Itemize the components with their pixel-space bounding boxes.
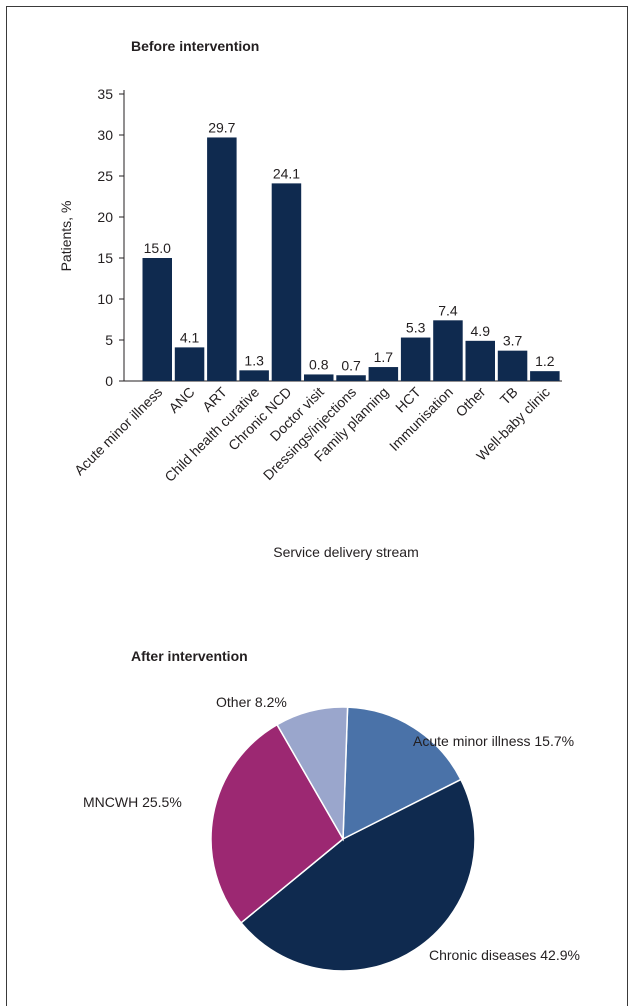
pie-slice-label: Acute minor illness 15.7% (413, 733, 574, 749)
bar (174, 347, 205, 381)
pie-slice-label: Chronic diseases 42.9% (429, 947, 580, 963)
bar (433, 320, 463, 381)
pie-slice-label: Other 8.2% (216, 694, 287, 710)
pie-slice (276, 706, 349, 842)
bar (336, 375, 366, 381)
bar (239, 370, 269, 381)
x-tick-label: Other (452, 384, 488, 420)
bar (271, 183, 302, 381)
pie-slice (240, 778, 476, 972)
bar (304, 374, 334, 381)
pie-labels: Acute minor illness 15.7% Chronic disease… (83, 694, 580, 963)
pie-slice (342, 706, 462, 841)
bar-chart-title: Before intervention (131, 38, 259, 54)
bar-value-label: 29.7 (208, 119, 235, 135)
pie-slice-label: MNCWH 25.5% (83, 794, 182, 810)
bar-value-label: 5.3 (406, 320, 426, 336)
y-tick-label: 35 (97, 86, 113, 102)
bar (400, 337, 431, 381)
bar-value-label: 1.7 (374, 349, 394, 365)
y-axis-label: Patients, % (58, 201, 74, 272)
y-tick-label: 25 (97, 168, 113, 184)
bar-value-label: 0.7 (341, 357, 361, 373)
x-tick-label: ANC (165, 384, 197, 416)
pie-chart: After intervention Acute minor illness 1… (83, 648, 580, 972)
bars: 15.0 4.1 29.7 1.3 24.1 0.8 0.7 1.7 5.3 7.4 4.9 3.7 1… (142, 119, 560, 381)
x-tick-label: Acute minor illness (71, 384, 165, 478)
bar (142, 258, 172, 381)
bar (207, 137, 237, 381)
x-axis-label: Service delivery stream (273, 544, 419, 560)
bar (497, 350, 528, 381)
bar-value-label: 1.2 (535, 353, 555, 369)
pie-slices (210, 706, 476, 972)
pie-chart-title: After intervention (131, 648, 248, 664)
y-tick-label: 10 (97, 291, 113, 307)
y-ticks: 0 5 10 15 20 25 30 35 (97, 86, 124, 389)
pie-slice (210, 723, 344, 924)
bar-value-label: 4.9 (471, 323, 491, 339)
bar-value-label: 0.8 (309, 356, 329, 372)
bar-value-label: 3.7 (503, 333, 523, 349)
bar-value-label: 7.4 (438, 302, 458, 318)
y-tick-label: 0 (105, 373, 113, 389)
bar-value-label: 1.3 (244, 352, 264, 368)
x-tick-label: TB (497, 384, 521, 408)
bar-value-label: 24.1 (273, 165, 300, 181)
bar-value-label: 15.0 (144, 240, 171, 256)
bar (465, 340, 495, 381)
bar-value-label: 4.1 (180, 329, 200, 345)
bar (368, 367, 399, 381)
bar-chart: Before intervention 0 5 10 15 20 25 30 35 15.0 4… (58, 38, 562, 560)
y-tick-label: 20 (97, 209, 113, 225)
figure-frame (6, 6, 628, 1006)
y-tick-label: 30 (97, 127, 113, 143)
y-tick-label: 5 (105, 332, 113, 348)
y-tick-label: 15 (97, 250, 113, 266)
bar (530, 371, 560, 381)
